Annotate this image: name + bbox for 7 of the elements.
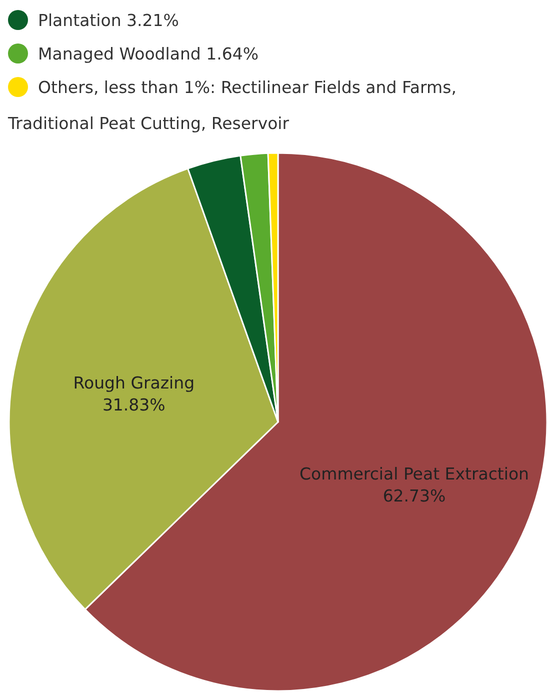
legend-label: Managed Woodland 1.64%	[38, 44, 259, 64]
slice-label: Rough Grazing	[73, 373, 195, 392]
legend-label: Plantation 3.21%	[38, 11, 179, 30]
data-label: 31.83%	[102, 395, 166, 414]
slice-label: Commercial Peat Extraction	[300, 464, 530, 484]
data-label: 62.73%	[382, 486, 446, 506]
legend-label: Others, less than 1%: Rectilinear Fields and Farms, Traditional Peat Cutting, Reservoir	[7, 78, 456, 133]
